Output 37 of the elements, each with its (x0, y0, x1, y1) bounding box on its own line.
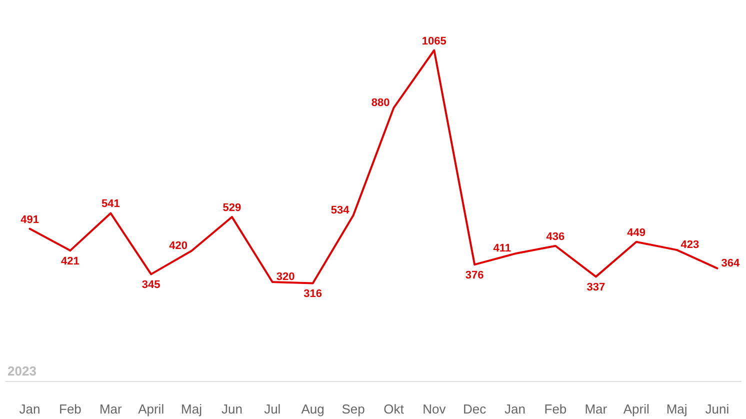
data-label: 411 (493, 242, 512, 255)
x-tick-label: Maj (666, 402, 688, 416)
data-label: 423 (680, 238, 700, 251)
data-label: 436 (546, 230, 565, 243)
data-label: 376 (465, 270, 484, 282)
x-tick-label: Okt (384, 402, 404, 416)
x-tick-label: Mar (99, 402, 123, 416)
data-label: 316 (304, 288, 322, 300)
data-label: 320 (276, 270, 295, 283)
x-tick-label: Mar (584, 402, 608, 416)
x-tick-label: Jan (504, 402, 526, 416)
x-tick-label: April (138, 402, 164, 416)
x-tick-label: Jan (19, 402, 40, 416)
data-label: 529 (222, 202, 242, 214)
x-tick-label: Feb (59, 402, 82, 416)
x-tick-label: Aug (301, 402, 324, 416)
data-label: 491 (20, 214, 39, 226)
data-label: 337 (586, 282, 606, 294)
x-tick-label: Sep (342, 402, 365, 416)
data-label: 541 (101, 198, 120, 210)
x-tick-label: Nov (422, 402, 446, 416)
data-label: 420 (169, 240, 188, 252)
x-tick-label: Jun (221, 402, 242, 416)
data-label: 421 (61, 256, 80, 268)
text: 2023 (8, 364, 36, 378)
x-tick-label: Jul (264, 402, 281, 416)
data-label: 345 (142, 279, 160, 292)
data-label: 1065 (422, 35, 446, 48)
data-label: 880 (371, 96, 390, 109)
data-label: 449 (627, 226, 646, 239)
x-tick-label: Juni (705, 402, 730, 416)
data-label: 534 (330, 204, 350, 216)
x-tick-label: April (623, 402, 650, 416)
x-tick-label: Feb (544, 402, 567, 416)
x-tick-label: Dec (463, 402, 487, 416)
x-tick-label: Maj (181, 402, 202, 416)
data-label: 364 (721, 257, 740, 270)
